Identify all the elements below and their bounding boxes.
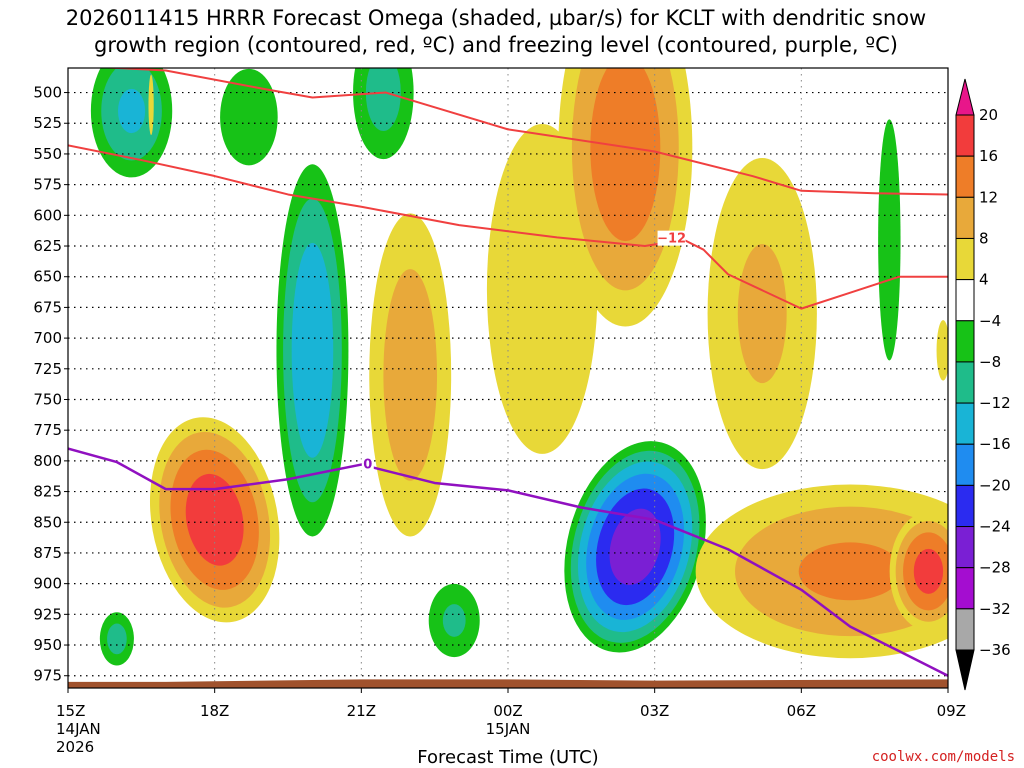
- omega-feature-h: [369, 213, 451, 536]
- colorbar-label-1: 16: [979, 147, 998, 165]
- colorbar: 20 16 12 8 4 −4 −8 −12 −16 −20 −24 −28 −32 −36: [956, 79, 1011, 690]
- ytick-label-550: 550: [33, 145, 62, 163]
- colorbar-label-8: −16: [979, 435, 1011, 453]
- ytick-label-675: 675: [33, 298, 62, 316]
- terrain-fill: [68, 679, 948, 688]
- omega-band: [107, 624, 127, 655]
- xtick-label-09Z: 09Z: [937, 702, 966, 720]
- colorbar-label-5: −4: [979, 312, 1001, 330]
- omega-band: [220, 69, 278, 165]
- omega-shading: [91, 0, 1005, 668]
- ytick-label-600: 600: [33, 206, 62, 224]
- credit-text: coolwx.com/models: [872, 749, 1015, 765]
- omega-band: [118, 89, 145, 133]
- colorbar-segment--8: [956, 321, 974, 362]
- ytick-label-500: 500: [33, 84, 62, 102]
- xtick-label-06Z: 06Z: [787, 702, 816, 720]
- omega-time-height-chart: 2026011415 HRRR Forecast Omega (shaded, …: [0, 0, 1024, 768]
- ytick-label-925: 925: [33, 605, 62, 623]
- colorbar-segment-12: [956, 156, 974, 197]
- omega-feature-l: [429, 584, 480, 657]
- colorbar-segment--16: [956, 403, 974, 444]
- colorbar-segment--20: [956, 444, 974, 485]
- xtick-label-00Z: 00Z: [493, 702, 522, 720]
- colorbar-label-13: −36: [979, 641, 1011, 659]
- chart-title-line-1: 2026011415 HRRR Forecast Omega (shaded, …: [66, 6, 926, 30]
- xtick-sublabel: 14JAN: [56, 720, 101, 738]
- ytick-label-875: 875: [33, 544, 62, 562]
- omega-band: [292, 243, 334, 458]
- omega-feature-g: [100, 612, 134, 665]
- ytick-label-775: 775: [33, 421, 62, 439]
- xtick-label-18Z: 18Z: [200, 702, 229, 720]
- colorbar-segment--36: [956, 609, 974, 650]
- xtick-sublabel: 15JAN: [486, 720, 531, 738]
- omega-feature-p: [878, 119, 900, 360]
- freezing-contour-label: 0: [363, 458, 372, 473]
- colorbar-segment--32: [956, 568, 974, 609]
- colorbar-label-6: −8: [979, 353, 1001, 371]
- colorbar-segment--12: [956, 362, 974, 403]
- colorbar-label-2: 12: [979, 188, 998, 206]
- xtick-sublabel: 2026: [56, 738, 94, 756]
- colorbar-label-9: −20: [979, 476, 1011, 494]
- colorbar-label-3: 8: [979, 229, 989, 247]
- ytick-label-650: 650: [33, 268, 62, 286]
- ytick-label-950: 950: [33, 636, 62, 654]
- ytick-label-975: 975: [33, 667, 62, 685]
- colorbar-segment--24: [956, 485, 974, 526]
- xtick-label-21Z: 21Z: [347, 702, 376, 720]
- ytick-label-725: 725: [33, 360, 62, 378]
- ytick-label-800: 800: [33, 452, 62, 470]
- colorbar-label-7: −12: [979, 394, 1011, 412]
- colorbar-label-12: −32: [979, 600, 1011, 618]
- ytick-label-625: 625: [33, 237, 62, 255]
- xtick-label-15Z: 15Z: [56, 702, 85, 720]
- ytick-label-700: 700: [33, 329, 62, 347]
- omega-band: [914, 549, 943, 594]
- ytick-label-850: 850: [33, 513, 62, 531]
- omega-band: [148, 75, 153, 135]
- omega-band: [443, 604, 466, 637]
- colorbar-label-11: −28: [979, 559, 1011, 577]
- ytick-label-575: 575: [33, 176, 62, 194]
- omega-band: [799, 542, 902, 600]
- colorbar-segment--4: [956, 280, 974, 321]
- x-axis-label: Forecast Time (UTC): [417, 747, 598, 768]
- y-axis-ticks: 500 525 550 575 600 625 650 675 700 725 750 775 800 8…: [33, 84, 68, 685]
- omega-feature-k: [543, 426, 727, 668]
- ytick-label-525: 525: [33, 114, 62, 132]
- colorbar-segment-4: [956, 238, 974, 279]
- omega-feature-b: [148, 75, 153, 135]
- ytick-label-825: 825: [33, 483, 62, 501]
- colorbar-segment-8: [956, 197, 974, 238]
- colorbar-segment--28: [956, 527, 974, 568]
- dgz-contour-label: −12: [657, 232, 686, 247]
- colorbar-top-cap: [956, 79, 974, 115]
- omega-band: [878, 119, 900, 360]
- omega-feature-c: [220, 69, 278, 165]
- omega-feature-m: [708, 158, 817, 469]
- ytick-label-750: 750: [33, 390, 62, 408]
- colorbar-bottom-cap: [956, 650, 974, 690]
- colorbar-segment-16: [956, 115, 974, 156]
- omega-band: [738, 244, 787, 383]
- colorbar-label-0: 20: [979, 106, 998, 124]
- ytick-label-900: 900: [33, 575, 62, 593]
- omega-band: [383, 269, 437, 481]
- colorbar-label-10: −24: [979, 518, 1011, 536]
- chart-title-line-2: growth region (contoured, red, ºC) and f…: [94, 33, 898, 57]
- colorbar-label-4: 4: [979, 271, 989, 289]
- xtick-label-03Z: 03Z: [640, 702, 669, 720]
